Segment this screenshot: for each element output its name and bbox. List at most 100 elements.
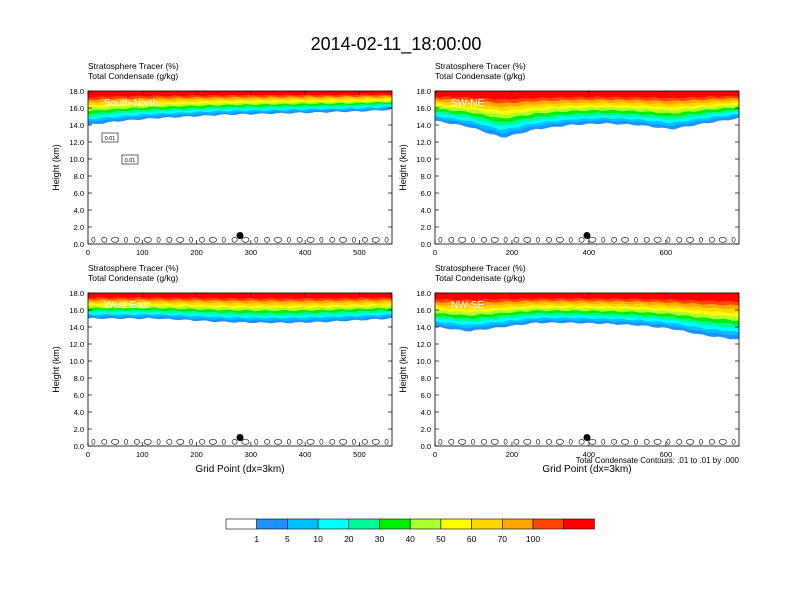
y-tick-label: 4.0	[74, 206, 84, 215]
x-tick-label: 300	[245, 450, 258, 459]
contour-label-box	[101, 132, 119, 143]
y-tick-label: 12.0	[69, 340, 84, 349]
condensate-contour	[199, 438, 205, 445]
condensate-contour	[536, 438, 541, 445]
condensate-contour	[621, 237, 629, 243]
condensate-contour	[601, 438, 606, 445]
condensate-contour	[339, 237, 347, 243]
x-tick-label: 500	[353, 450, 366, 459]
panel-label: SW-NE	[451, 98, 484, 109]
y-tick-label: 0.0	[74, 240, 84, 249]
condensate-contour	[156, 237, 161, 243]
y-tick-label: 16.0	[69, 104, 84, 113]
panel-title-line: Stratosphere Tracer (%)	[435, 61, 526, 71]
condensate-contour	[124, 237, 128, 243]
y-tick-label: 8.0	[421, 374, 431, 383]
colorbar-swatch	[317, 518, 350, 530]
colorbar-swatch	[471, 518, 503, 530]
panel-south-north: South-North Stratosphere Tracer (%)Total …	[51, 61, 393, 257]
y-tick-label: 4.0	[421, 206, 431, 215]
x-tick-label: 600	[660, 248, 673, 257]
condensate-contour	[699, 237, 703, 243]
condensate-contour	[231, 438, 238, 445]
x-tick-label: 200	[190, 450, 203, 459]
y-axis-label: Height (km)	[51, 144, 61, 191]
condensate-contour	[286, 237, 291, 243]
y-tick-label: 8.0	[421, 172, 431, 181]
x-tick-label: 400	[583, 450, 596, 459]
condensate-contour	[274, 237, 282, 243]
y-tick-label: 6.0	[421, 391, 431, 400]
condensate-contour	[286, 438, 291, 445]
tracer-field	[435, 293, 739, 445]
condensate-contour	[676, 438, 683, 445]
y-tick-label: 12.0	[416, 340, 431, 349]
x-tick-label: 200	[190, 248, 203, 257]
y-tick-label: 0.0	[421, 240, 431, 249]
tracer-band-11	[88, 293, 392, 300]
condensate-contour	[718, 438, 727, 445]
y-axis-label: Height (km)	[51, 346, 61, 393]
y-tick-label: 16.0	[69, 306, 84, 315]
condensate-contour	[568, 438, 573, 445]
x-tick-label: 400	[583, 248, 596, 257]
condensate-contour	[709, 237, 715, 243]
panel-title-line: Stratosphere Tracer (%)	[435, 263, 526, 273]
condensate-contour	[666, 438, 671, 445]
condensate-contour	[329, 237, 336, 243]
condensate-contour	[143, 438, 152, 445]
y-tick-label: 14.0	[69, 121, 84, 130]
condensate-contour	[523, 237, 532, 243]
colorbar: 1 5 10 20 30 40 50 60 70 100	[225, 518, 595, 544]
condensate-contour	[490, 237, 499, 243]
condensate-contour	[199, 237, 205, 243]
y-tick-label: 18.0	[69, 289, 84, 298]
condensate-contour	[578, 237, 585, 243]
condensate-contour	[208, 237, 217, 243]
condensate-contour	[241, 237, 250, 243]
condensate-contour	[513, 438, 520, 445]
tracer-field	[88, 293, 392, 445]
condensate-contour	[319, 438, 324, 445]
condensate-contour	[578, 438, 585, 445]
condensate-contour	[296, 237, 303, 243]
y-tick-label: 2.0	[421, 425, 431, 434]
colorbar-swatch	[409, 518, 442, 530]
location-marker	[236, 434, 244, 441]
condensate-contour	[221, 438, 226, 445]
x-tick-label: 0	[86, 450, 90, 459]
condensate-contour	[306, 438, 315, 445]
y-tick-label: 2.0	[74, 425, 84, 434]
condensate-contour	[556, 438, 564, 445]
y-tick-label: 0.0	[421, 442, 431, 451]
condensate-contour	[686, 237, 694, 243]
condensate-contour	[143, 237, 152, 243]
colorbar-swatch	[440, 518, 472, 530]
y-tick-label: 0.0	[74, 442, 84, 451]
condensate-contour	[124, 438, 128, 445]
y-tick-label: 10.0	[69, 357, 84, 366]
y-tick-label: 18.0	[416, 87, 431, 96]
y-tick-label: 12.0	[416, 138, 431, 147]
condensate-contour	[111, 438, 119, 445]
colorbar-label: 60	[467, 534, 477, 544]
condensate-contour	[101, 237, 108, 243]
condensate-contour	[731, 237, 736, 243]
condensate-contour	[611, 438, 617, 445]
panel-title-line: Total Condensate (g/kg)	[88, 273, 178, 283]
condensate-contour	[458, 438, 466, 445]
x-tick-label: 100	[136, 248, 149, 257]
x-tick-label: 0	[433, 248, 437, 257]
y-tick-label: 14.0	[69, 323, 84, 332]
condensate-contour	[166, 237, 173, 243]
y-tick-label: 6.0	[74, 391, 84, 400]
condensate-contour	[686, 438, 694, 445]
condensate-contour	[156, 438, 161, 445]
colorbar-label: 50	[436, 534, 446, 544]
tracer-band-11	[435, 91, 739, 100]
contour-label-box	[121, 154, 139, 165]
plot-frame	[434, 90, 740, 245]
condensate-contour	[306, 237, 315, 243]
